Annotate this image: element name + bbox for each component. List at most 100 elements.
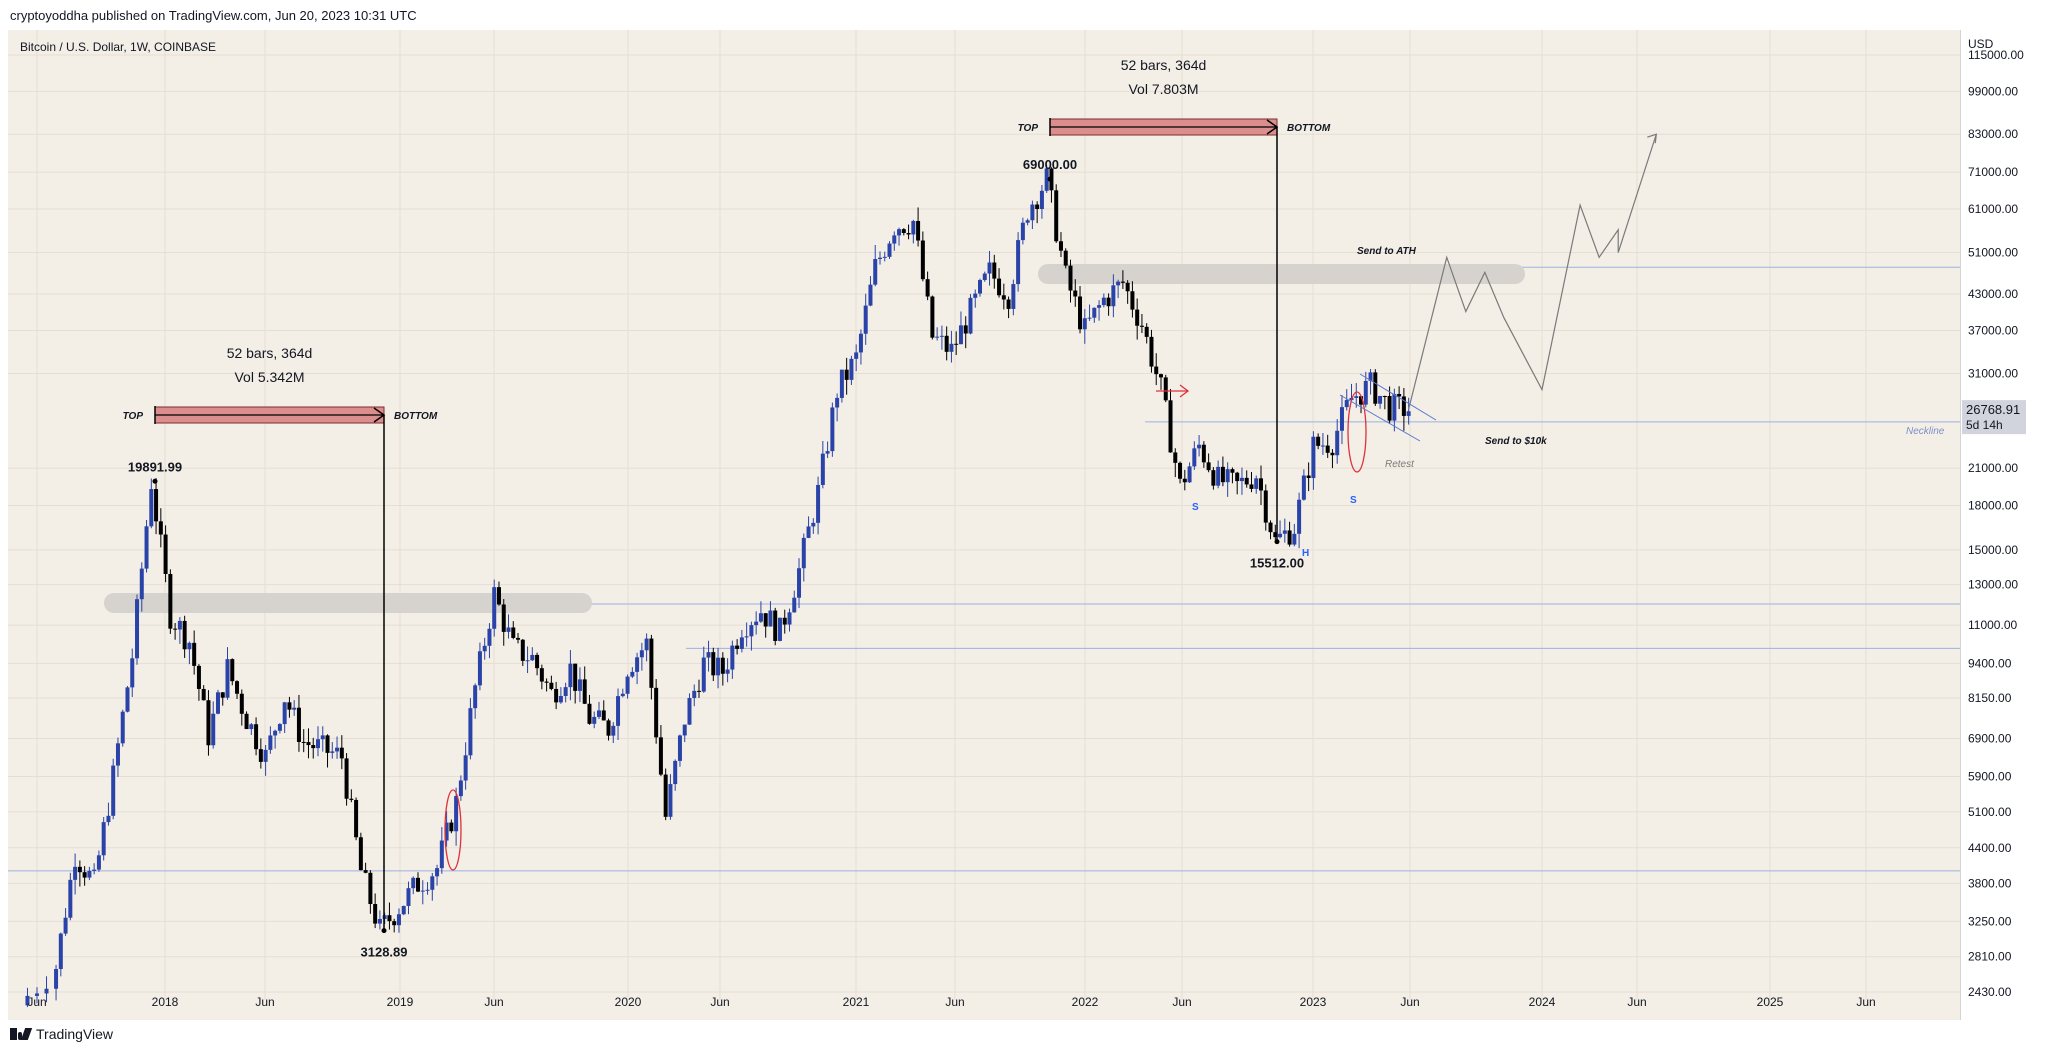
candle-body <box>320 735 325 740</box>
candle-body <box>277 724 282 731</box>
candle-body <box>587 703 592 724</box>
highlight-ellipse <box>444 789 462 871</box>
candle-body <box>1006 299 1011 309</box>
candle-body <box>554 688 559 703</box>
candle-body <box>711 652 716 676</box>
bottom-label: BOTTOM <box>1287 123 1331 134</box>
candle-body <box>1225 469 1230 483</box>
candle-body <box>501 604 506 632</box>
candle-body <box>377 918 382 924</box>
candle-body <box>606 720 611 736</box>
candle-body <box>830 407 835 452</box>
candle-body <box>1044 168 1049 191</box>
candle-body <box>263 749 268 762</box>
candle-body <box>697 690 702 692</box>
candle-body <box>92 869 97 871</box>
candle-body <box>301 741 306 743</box>
candle-body <box>687 698 692 725</box>
candle-body <box>930 296 935 338</box>
candle-body <box>839 369 844 398</box>
candle-body <box>296 707 301 742</box>
candle-body <box>1249 484 1254 489</box>
candle-body <box>1158 374 1163 378</box>
top-label: TOP <box>123 411 144 422</box>
candle-body <box>144 526 149 569</box>
candle-body <box>482 645 487 652</box>
candle-body <box>982 273 987 281</box>
candle-body <box>978 280 983 294</box>
candle-body <box>1001 295 1006 300</box>
candle-body <box>139 568 144 600</box>
price-axis[interactable] <box>1960 30 2041 1020</box>
candle-body <box>682 724 687 736</box>
candle-body <box>592 716 597 724</box>
candle-body <box>1178 462 1183 479</box>
candle-body <box>1097 305 1102 308</box>
candle-body <box>187 642 192 650</box>
candle-body <box>82 872 87 878</box>
candle-body <box>196 665 201 689</box>
candle-body <box>1363 380 1368 405</box>
candle-body <box>354 799 359 838</box>
candle-body <box>1173 452 1178 463</box>
candle-body <box>1292 533 1297 545</box>
candle-body <box>1220 466 1225 483</box>
candle-body <box>1273 532 1278 538</box>
candle-body <box>396 914 401 926</box>
candle-body <box>935 336 940 338</box>
candle-body <box>825 451 830 454</box>
candle-body <box>1387 395 1392 421</box>
candle-body <box>1035 204 1040 209</box>
candle-body <box>201 688 206 701</box>
candle-body <box>520 639 525 661</box>
candle-body <box>849 358 854 380</box>
candle-body <box>1344 400 1349 408</box>
candle-body <box>1135 309 1140 326</box>
candle-body <box>916 220 921 241</box>
candle-body <box>1206 462 1211 471</box>
candle-body <box>439 840 444 869</box>
candle-body <box>749 625 754 637</box>
candle-body <box>1268 522 1273 533</box>
candle-body <box>125 687 130 712</box>
retest-label: Retest <box>1385 459 1415 470</box>
candle-body <box>106 815 111 823</box>
high-label: 69000.00 <box>1023 157 1077 172</box>
candle-body <box>454 796 459 832</box>
chart-area[interactable] <box>8 30 1960 1020</box>
candle-body <box>177 620 182 630</box>
candle-body <box>420 890 425 892</box>
candle-body <box>339 747 344 759</box>
candle-body <box>273 730 278 736</box>
candle-body <box>425 889 430 891</box>
neckline-label: Neckline <box>1906 426 1945 437</box>
candle-body <box>444 822 449 841</box>
candle-body <box>1235 472 1240 482</box>
candle-body <box>801 537 806 569</box>
candle-body <box>192 642 197 666</box>
candle-body <box>868 284 873 306</box>
candle-body <box>401 905 406 915</box>
candle-body <box>582 679 587 704</box>
candle-body <box>230 659 235 682</box>
candle-body <box>1382 395 1387 397</box>
candle-body <box>630 671 635 677</box>
candle-body <box>206 700 211 746</box>
candle-body <box>1130 291 1135 310</box>
candle-body <box>1263 490 1268 523</box>
candle-body <box>25 995 30 1006</box>
candle-body <box>1401 396 1406 416</box>
candle-body <box>1339 407 1344 431</box>
candle-body <box>244 713 249 730</box>
candle-body <box>54 969 59 989</box>
candle-body <box>739 637 744 649</box>
candle-body <box>744 636 749 638</box>
candle-body <box>149 489 154 527</box>
candle-body <box>1239 477 1244 482</box>
tradingview-logo-icon <box>10 1028 33 1040</box>
candle-body <box>968 297 973 334</box>
candle-body <box>268 735 273 750</box>
candle-body <box>792 597 797 613</box>
candle-body <box>1311 436 1316 479</box>
